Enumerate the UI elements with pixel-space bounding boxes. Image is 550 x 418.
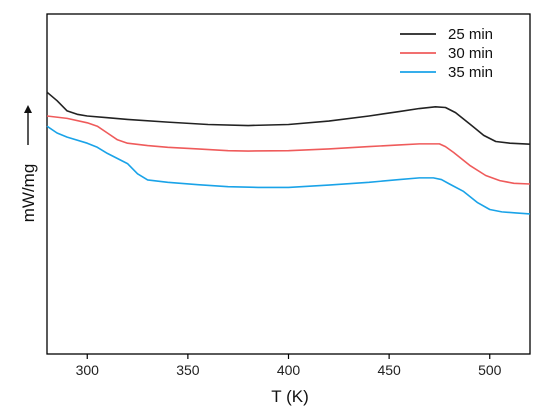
up-arrow-icon [24, 105, 32, 145]
y-axis-title: mW/mg [19, 164, 38, 223]
series-line-1 [46, 91, 531, 146]
legend: 25 min 30 min 35 min [400, 26, 493, 81]
legend-label: 25 min [448, 26, 493, 43]
x-tick-label: 300 [76, 362, 100, 378]
series-line-3 [46, 125, 531, 215]
series-line-2 [46, 115, 531, 185]
x-tick-label: 500 [478, 362, 502, 378]
legend-label: 35 min [448, 64, 493, 81]
x-tick-label: 350 [176, 362, 200, 378]
legend-label: 30 min [448, 45, 493, 62]
x-axis-title: T (K) [271, 387, 308, 406]
series-layer [46, 91, 531, 215]
x-tick-label: 450 [377, 362, 401, 378]
x-axis-ticks: 300 350 400 450 500 [76, 354, 502, 378]
y-axis-title-group: mW/mg [19, 105, 38, 222]
x-tick-label: 400 [277, 362, 301, 378]
